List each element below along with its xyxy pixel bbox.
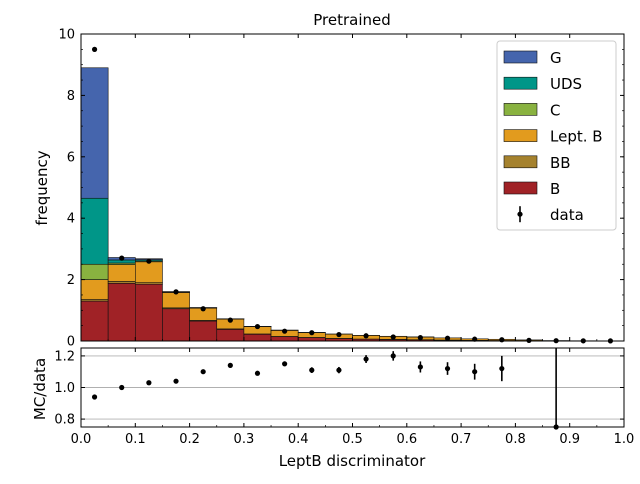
ratio-y-tick-label-2: 1.2 bbox=[54, 349, 75, 364]
bar-uds-bin-0 bbox=[81, 198, 108, 264]
y-tick-label-1: 2 bbox=[67, 273, 75, 288]
x-tick-label-7: 0.7 bbox=[451, 432, 472, 447]
legend-swatch-c bbox=[504, 103, 537, 115]
legend-label-b: B bbox=[550, 180, 560, 198]
bar-b-bin-2 bbox=[135, 284, 162, 341]
data-point-6 bbox=[255, 324, 260, 329]
ratio-point-11 bbox=[391, 353, 396, 358]
ratio-point-4 bbox=[201, 369, 206, 374]
x-tick-label-9: 0.9 bbox=[559, 432, 580, 447]
bar-lept-b-bin-2 bbox=[135, 262, 162, 283]
x-tick-label-2: 0.2 bbox=[179, 432, 200, 447]
bar-lept-b-bin-0 bbox=[81, 280, 108, 300]
data-point-0 bbox=[92, 47, 97, 52]
bar-b-bin-5 bbox=[217, 329, 244, 341]
ratio-point-0 bbox=[92, 394, 97, 399]
data-point-13 bbox=[445, 336, 450, 341]
ratio-point-1 bbox=[119, 385, 124, 390]
y-tick-label-2: 4 bbox=[67, 212, 75, 227]
data-point-15 bbox=[499, 337, 504, 342]
ratio-point-12 bbox=[418, 364, 423, 369]
ratio-point-3 bbox=[173, 379, 178, 384]
x-tick-label-6: 0.6 bbox=[396, 432, 417, 447]
legend-label-uds: UDS bbox=[550, 75, 582, 93]
ratio-point-13 bbox=[445, 366, 450, 371]
x-tick-label-10: 1.0 bbox=[614, 432, 635, 447]
data-point-2 bbox=[146, 259, 151, 264]
ratio-point-2 bbox=[146, 380, 151, 385]
ratio-y-tick-label-0: 0.8 bbox=[54, 413, 75, 428]
data-point-7 bbox=[282, 329, 287, 334]
data-point-8 bbox=[309, 330, 314, 335]
legend-label-lept-b: Lept. B bbox=[550, 128, 603, 146]
bar-b-bin-6 bbox=[244, 334, 271, 341]
data-point-10 bbox=[363, 333, 368, 338]
data-point-9 bbox=[336, 332, 341, 337]
chart-title: Pretrained bbox=[313, 11, 391, 29]
data-point-4 bbox=[201, 306, 206, 311]
y-tick-label-5: 10 bbox=[58, 28, 75, 43]
x-tick-label-8: 0.8 bbox=[505, 432, 526, 447]
bar-lept-b-bin-3 bbox=[162, 292, 189, 307]
ratio-y-axis-label: MC/data bbox=[31, 358, 49, 420]
y-tick-label-0: 0 bbox=[67, 335, 75, 350]
ratio-point-15 bbox=[499, 366, 504, 371]
data-point-1 bbox=[119, 256, 124, 261]
ratio-point-8 bbox=[309, 368, 314, 373]
x-tick-label-5: 0.5 bbox=[342, 432, 363, 447]
y-axis-label: frequency bbox=[33, 150, 51, 225]
y-tick-label-3: 6 bbox=[67, 150, 75, 165]
data-point-12 bbox=[418, 335, 423, 340]
legend-swatch-lept-b bbox=[504, 130, 537, 142]
bar-c-bin-0 bbox=[81, 264, 108, 279]
legend-swatch-g bbox=[504, 51, 537, 63]
legend-data-marker bbox=[517, 212, 522, 217]
legend-swatch-bb bbox=[504, 156, 537, 168]
bar-g-bin-0 bbox=[81, 68, 108, 198]
data-point-5 bbox=[228, 318, 233, 323]
data-point-3 bbox=[173, 289, 178, 294]
legend-label-bb: BB bbox=[550, 154, 571, 172]
legend-label-data: data bbox=[550, 206, 584, 224]
bar-b-bin-3 bbox=[162, 309, 189, 341]
ratio-point-6 bbox=[255, 371, 260, 376]
ratio-point-10 bbox=[363, 356, 368, 361]
data-point-16 bbox=[526, 338, 531, 343]
bar-b-bin-8 bbox=[298, 338, 325, 341]
x-axis-label: LeptB discriminator bbox=[279, 452, 426, 470]
bar-b-bin-1 bbox=[108, 283, 135, 341]
x-tick-label-3: 0.3 bbox=[234, 432, 255, 447]
bar-b-bin-7 bbox=[271, 337, 298, 341]
bar-b-bin-0 bbox=[81, 301, 108, 341]
ratio-point-14 bbox=[472, 369, 477, 374]
bar-lept-b-bin-1 bbox=[108, 265, 135, 282]
ratio-point-5 bbox=[228, 363, 233, 368]
legend-swatch-uds bbox=[504, 77, 537, 89]
x-tick-label-4: 0.4 bbox=[288, 432, 309, 447]
legend-label-c: C bbox=[550, 101, 560, 119]
x-tick-label-0: 0.0 bbox=[71, 432, 92, 447]
y-tick-label-4: 8 bbox=[67, 89, 75, 104]
legend-label-g: G bbox=[550, 49, 562, 67]
legend-swatch-b bbox=[504, 182, 537, 194]
ratio-point-7 bbox=[282, 361, 287, 366]
ratio-point-9 bbox=[336, 368, 341, 373]
data-point-11 bbox=[391, 334, 396, 339]
x-tick-label-1: 0.1 bbox=[125, 432, 146, 447]
ratio-y-tick-label-1: 1.0 bbox=[54, 381, 75, 396]
bar-b-bin-4 bbox=[190, 321, 217, 341]
